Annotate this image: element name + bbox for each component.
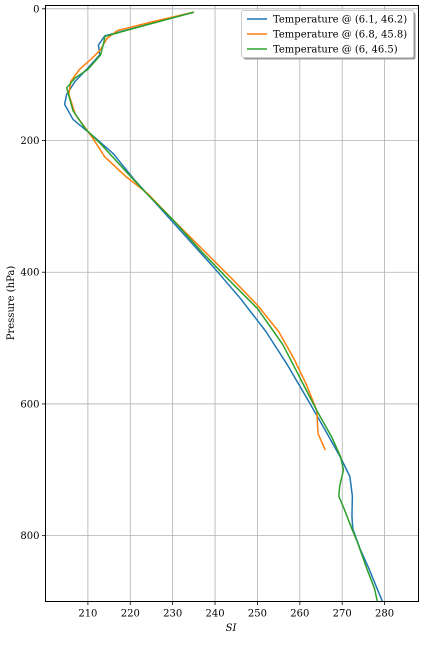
grid [45, 5, 419, 602]
x-tick-label: 220 [121, 609, 140, 620]
series-lines [63, 11, 384, 602]
series-line-3 [65, 11, 379, 602]
y-tick-label: 600 [20, 399, 39, 410]
legend: Temperature @ (6.1, 46.2) Temperature @ (… [241, 10, 416, 60]
series-line-1 [63, 11, 384, 602]
legend-label-1: Temperature @ (6.1, 46.2) [273, 15, 407, 26]
y-tick-label: 800 [20, 531, 39, 542]
legend-box [241, 10, 414, 58]
legend-label-2: Temperature @ (6.8, 45.8) [273, 30, 407, 41]
x-tick-label: 250 [248, 609, 267, 620]
plot-frame [45, 5, 419, 602]
y-tick-label: 200 [20, 136, 39, 147]
x-tick-label: 280 [375, 609, 394, 620]
legend-label-3: Temperature @ (6, 46.5) [273, 45, 398, 56]
y-axis-label: Pressure (hPa) [6, 266, 17, 341]
series-line-2 [68, 11, 326, 451]
x-tick-label: 230 [163, 609, 182, 620]
x-tick-label: 260 [290, 609, 309, 620]
x-axis-label: SI [226, 623, 238, 634]
x-tick-label: 270 [333, 609, 352, 620]
y-tick-label: 400 [20, 268, 39, 279]
axis-ticks: 210 220 230 240 250 260 270 280 0 200 400 600 800 [20, 4, 394, 619]
x-tick-label: 210 [78, 609, 97, 620]
x-tick-label: 240 [205, 609, 224, 620]
y-tick-label: 0 [33, 4, 39, 15]
